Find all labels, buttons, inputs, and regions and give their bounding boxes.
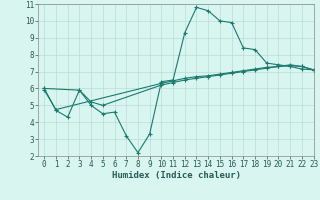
X-axis label: Humidex (Indice chaleur): Humidex (Indice chaleur) xyxy=(111,171,241,180)
